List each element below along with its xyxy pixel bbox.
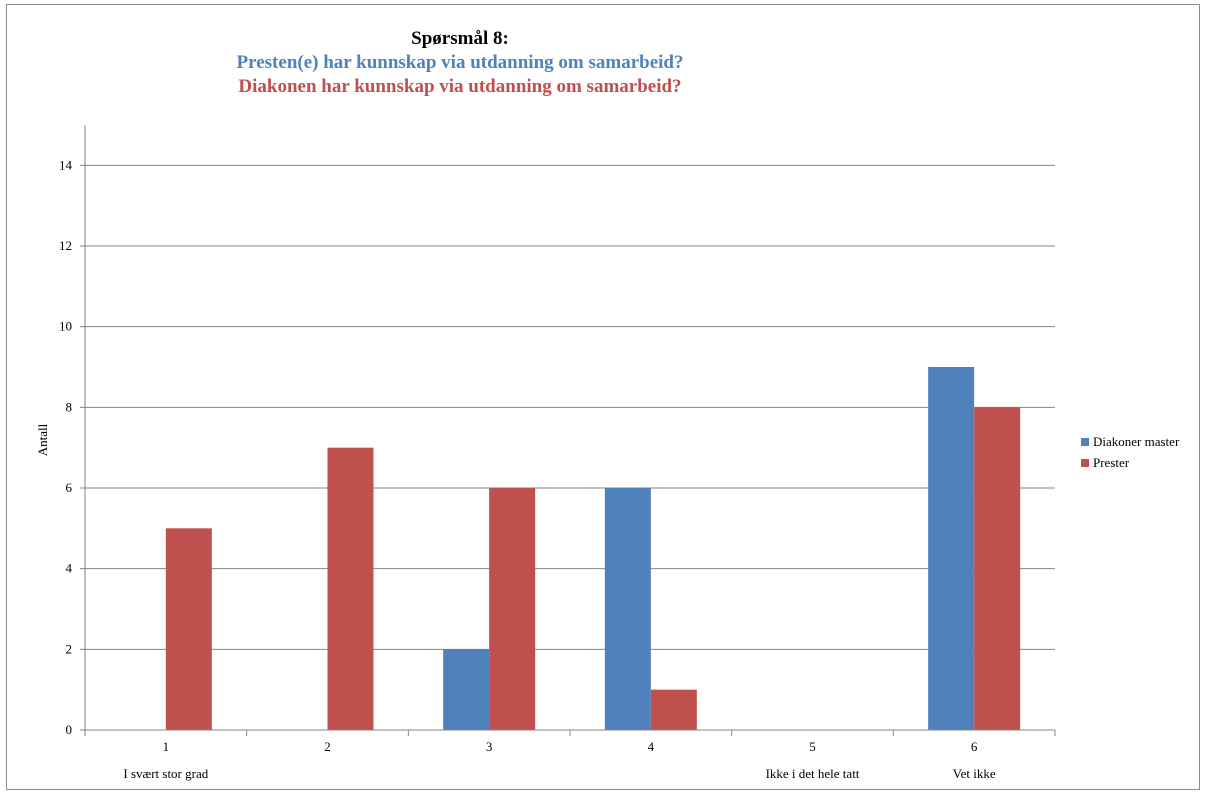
- x-tick-label-4: 4: [648, 739, 655, 754]
- x-tick-label-6: 6: [971, 739, 978, 754]
- legend-item-prester: Prester: [1081, 453, 1179, 473]
- x-category-description-1: I svært stor grad: [123, 766, 208, 781]
- x-category-description-6: Vet ikke: [953, 766, 996, 781]
- y-tick-label-6: 6: [66, 480, 73, 495]
- y-tick-label-4: 4: [66, 561, 73, 576]
- y-tick-label-14: 14: [59, 157, 73, 172]
- y-tick-label-2: 2: [66, 641, 73, 656]
- legend: Diakoner master Prester: [1081, 432, 1179, 474]
- chart-title: Spørsmål 8:: [411, 28, 509, 49]
- y-axis-label: Antall: [35, 423, 50, 456]
- x-tick-label-1: 1: [163, 739, 170, 754]
- y-tick-label-12: 12: [59, 238, 72, 253]
- chart-subtitle-prest: Presten(e) har kunnskap via utdanning om…: [236, 52, 684, 73]
- gridlines: [85, 164, 1055, 650]
- legend-item-diakoner: Diakoner master: [1081, 432, 1179, 452]
- legend-label-diakoner: Diakoner master: [1093, 434, 1180, 449]
- y-tick-label-0: 0: [66, 722, 73, 737]
- bar-diakoner-3: [443, 649, 490, 730]
- x-tick-label-2: 2: [324, 739, 331, 754]
- x-tick-label-3: 3: [486, 739, 493, 754]
- x-category-description-5: Ikke i det hele tatt: [766, 766, 860, 781]
- bar-prester-6: [974, 407, 1021, 730]
- axes: 0 2 4 6 8 10 12 14 1 I svært stor grad 2 3 4 5 Ikke i …: [59, 125, 1056, 781]
- bar-diakoner-4: [604, 488, 651, 730]
- y-tick-label-10: 10: [59, 319, 72, 334]
- bar-prester-2: [327, 447, 374, 730]
- bar-prester-1: [165, 528, 212, 730]
- bars: [165, 367, 1021, 730]
- y-tick-label-8: 8: [66, 399, 73, 414]
- legend-swatch-prester: [1081, 459, 1089, 467]
- bar-prester-3: [489, 488, 536, 730]
- chart-subtitle-diakon: Diakonen har kunnskap via utdanning om s…: [238, 76, 682, 97]
- legend-label-prester: Prester: [1093, 455, 1130, 470]
- x-tick-label-5: 5: [809, 739, 816, 754]
- legend-swatch-diakoner: [1081, 438, 1089, 446]
- bar-diakoner-6: [928, 367, 975, 730]
- bar-prester-4: [650, 689, 697, 730]
